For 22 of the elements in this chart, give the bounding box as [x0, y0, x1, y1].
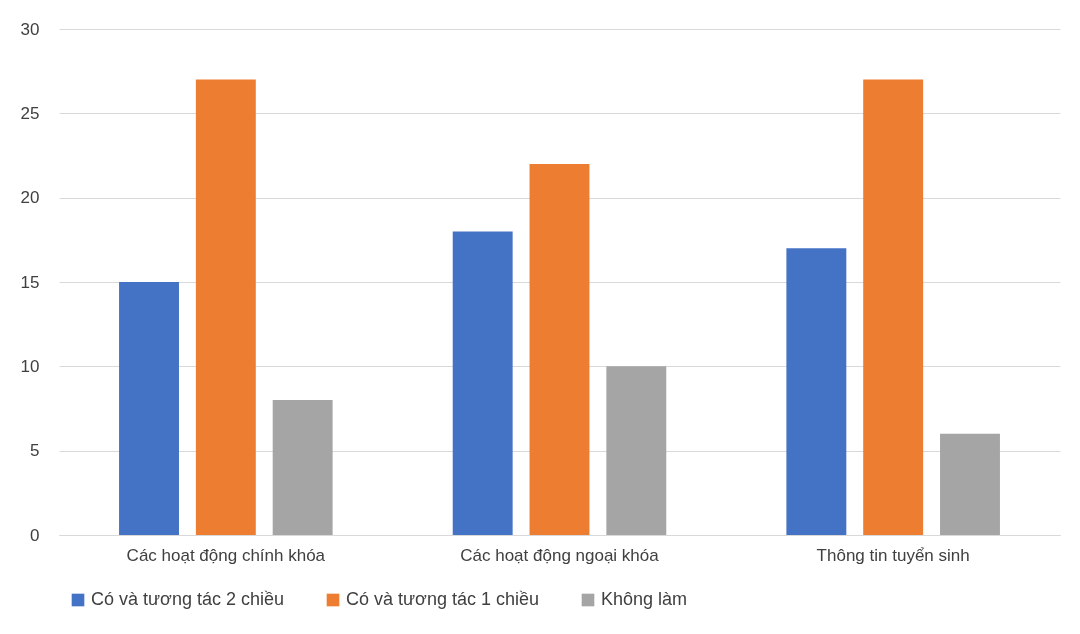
- bar: [195, 79, 256, 535]
- y-tick-label: 5: [30, 441, 40, 461]
- x-tick-label: Các hoạt động chính khóa: [126, 545, 326, 565]
- y-tick-label: 30: [20, 19, 40, 39]
- legend-label: Có và tương tác 1 chiều: [346, 589, 539, 609]
- y-tick-label: 15: [20, 272, 40, 292]
- legend-label: Có và tương tác 2 chiều: [91, 589, 284, 609]
- bar: [940, 433, 1000, 535]
- x-tick-label: Các hoạt động ngoại khóa: [460, 545, 660, 565]
- bar: [272, 400, 333, 535]
- y-tick-label: 0: [30, 525, 40, 545]
- legend-label: Không làm: [601, 589, 688, 609]
- y-tick-label: 25: [20, 103, 40, 123]
- x-tick-label: Thông tin tuyển sinh: [816, 545, 970, 565]
- bar: [786, 248, 847, 535]
- bar: [452, 231, 513, 535]
- bar: [119, 282, 179, 535]
- y-tick-label: 10: [20, 356, 40, 376]
- bar: [863, 79, 924, 535]
- bar: [529, 163, 590, 535]
- bar: [606, 366, 667, 535]
- y-tick-label: 20: [20, 188, 40, 208]
